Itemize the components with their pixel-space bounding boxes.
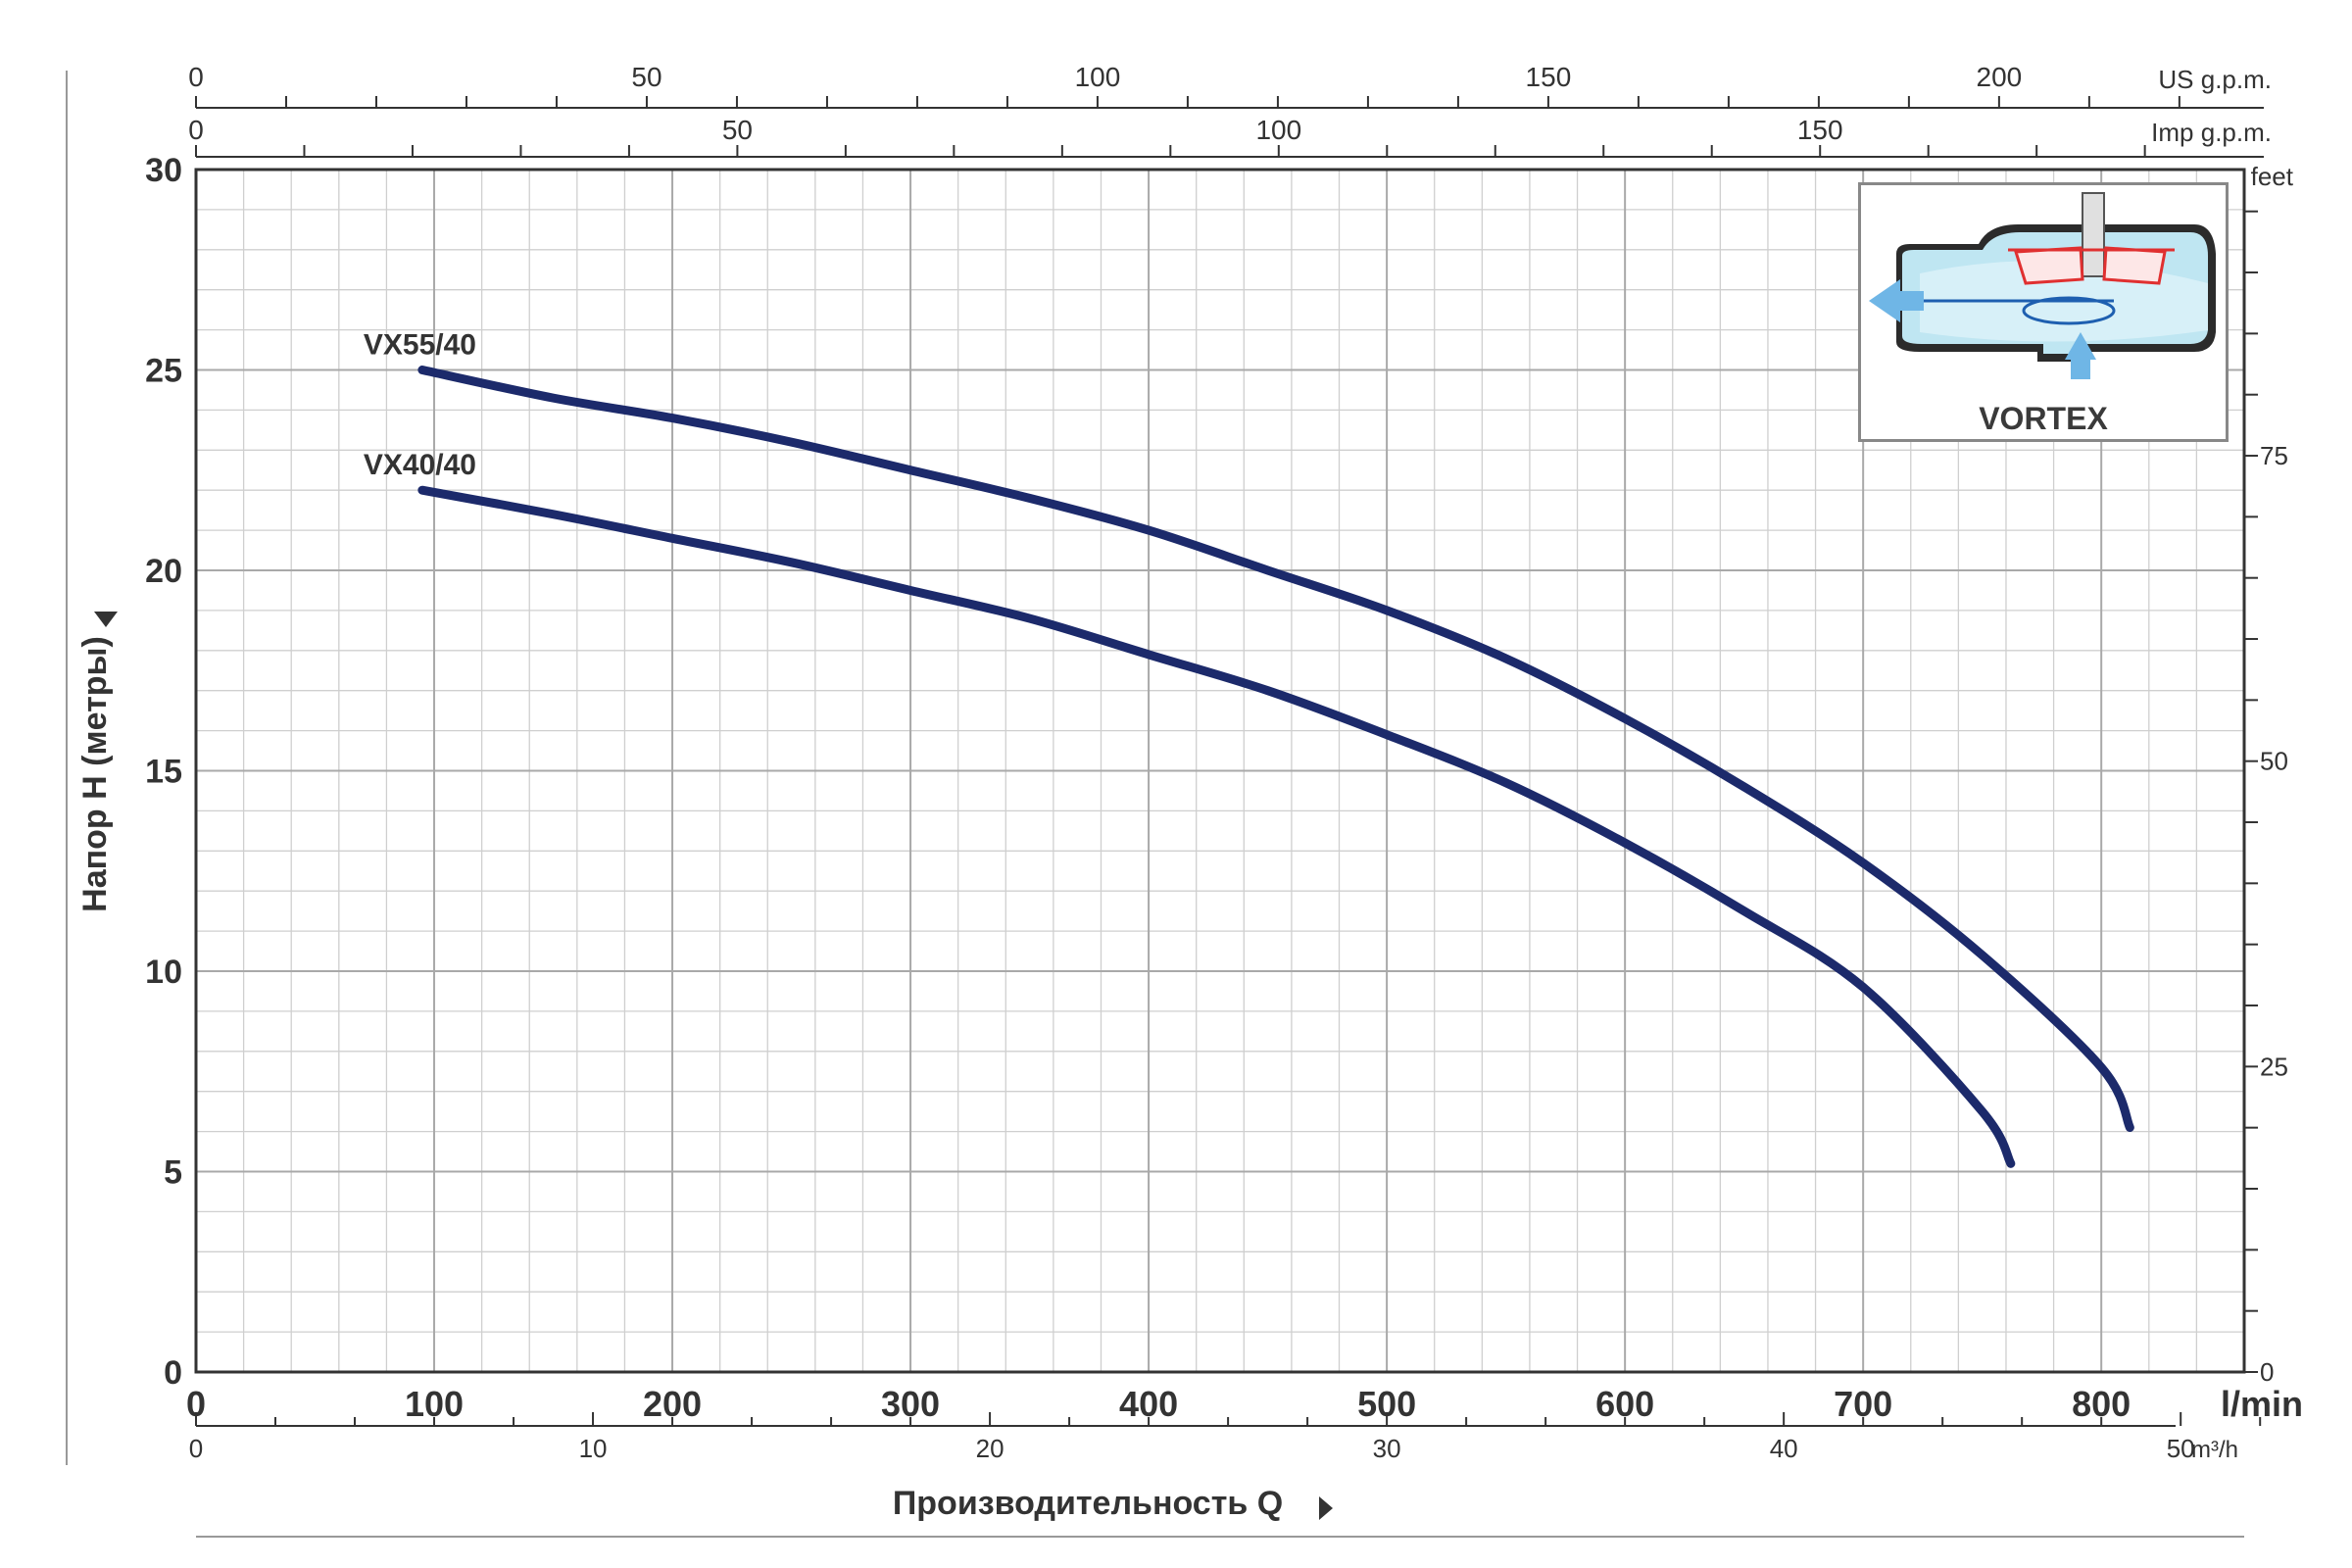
y-tick-label: 15 — [145, 754, 182, 791]
y-tick-label: 0 — [164, 1354, 182, 1392]
m3h-tick-label: 0 — [189, 1434, 203, 1463]
x-tick-label: 0 — [186, 1384, 206, 1424]
inset-label: VORTEX — [1979, 401, 2108, 436]
feet-tick-label: 50 — [2260, 747, 2288, 776]
x-unit-label: l/min — [2221, 1384, 2303, 1424]
y-tick-label: 5 — [164, 1154, 182, 1192]
y-tick-label: 25 — [145, 353, 182, 390]
series-line-vx55-40 — [417, 366, 2134, 1133]
feet-tick-label: 25 — [2260, 1052, 2288, 1081]
feet-tick-label: 75 — [2260, 441, 2288, 470]
imp-gpm-unit-label: Imp g.p.m. — [2151, 118, 2272, 147]
m3h-tick-label: 30 — [1373, 1434, 1401, 1463]
feet-tick-label: 0 — [2260, 1357, 2274, 1387]
series-label: VX55/40 — [364, 329, 476, 362]
x-axis-arrow-icon — [1319, 1496, 1333, 1520]
imp-gpm-tick-label: 150 — [1797, 115, 1843, 145]
imp-gpm-tick-label: 100 — [1255, 115, 1301, 145]
y-tick-label: 10 — [145, 954, 182, 991]
m3h-tick-label: 50 — [2167, 1434, 2195, 1463]
m3h-tick-label: 10 — [579, 1434, 608, 1463]
m3h-unit-label: m³/h — [2191, 1437, 2238, 1463]
us-gpm-tick-label: 0 — [188, 62, 204, 92]
us-gpm-tick-label: 50 — [631, 62, 662, 92]
series-line-vx40-40 — [417, 485, 2016, 1168]
vortex-pump-icon — [1869, 192, 2216, 379]
imp-gpm-tick-label: 0 — [188, 115, 204, 145]
m3h-tick-label: 20 — [976, 1434, 1004, 1463]
series-label: VX40/40 — [364, 449, 476, 481]
y-axis-title: Напор H (метры) — [76, 636, 114, 912]
m3h-tick-label: 40 — [1770, 1434, 1798, 1463]
y-tick-label: 30 — [145, 152, 182, 189]
imp-gpm-tick-label: 50 — [722, 115, 753, 145]
us-gpm-tick-label: 150 — [1526, 62, 1572, 92]
us-gpm-unit-label: US g.p.m. — [2158, 65, 2272, 94]
us-gpm-tick-label: 200 — [1977, 62, 2023, 92]
y-axis-arrow-icon — [94, 612, 118, 627]
x-axis-title: Производительность Q — [893, 1485, 1283, 1522]
y-tick-label: 20 — [145, 553, 182, 590]
vortex-impeller-diagram: VORTEX — [1858, 182, 2229, 442]
plot-frame — [194, 168, 2246, 1374]
feet-unit-label: feet — [2251, 162, 2294, 191]
us-gpm-tick-label: 100 — [1075, 62, 1121, 92]
